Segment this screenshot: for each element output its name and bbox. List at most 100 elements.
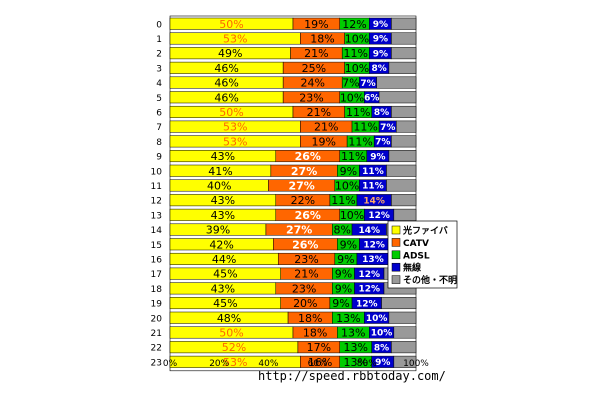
- data-label: 44%: [212, 253, 236, 266]
- data-label: 11%: [348, 135, 372, 148]
- data-label: 10%: [371, 329, 393, 339]
- data-label: 27%: [291, 165, 317, 178]
- data-label: 27%: [288, 179, 314, 192]
- data-label: 9%: [335, 268, 352, 281]
- data-label: 9%: [332, 297, 349, 310]
- data-label: 23%: [294, 253, 318, 266]
- bar-segment-4: [386, 164, 417, 177]
- data-label: 42%: [209, 238, 233, 251]
- data-label: 9%: [370, 152, 385, 162]
- bars-layer: [169, 15, 417, 372]
- legend-swatch: [391, 262, 401, 272]
- legend-swatch: [391, 250, 401, 260]
- data-label: 41%: [208, 165, 232, 178]
- category-label: 11: [151, 182, 162, 192]
- data-label: 9%: [373, 35, 388, 45]
- bar-segment-4: [388, 311, 417, 324]
- data-label: 13%: [362, 255, 384, 265]
- bar-segment-4: [393, 355, 417, 368]
- data-label: 12%: [368, 211, 390, 221]
- data-label: 23%: [299, 91, 323, 104]
- data-label: 18%: [303, 326, 327, 339]
- bar-segment-4: [393, 208, 417, 221]
- category-label: 9: [156, 153, 162, 163]
- data-label: 52%: [222, 341, 246, 354]
- category-label: 0: [156, 20, 162, 30]
- category-label: 7: [156, 123, 162, 133]
- data-label: 19%: [304, 18, 328, 31]
- data-label: 27%: [286, 224, 312, 237]
- data-label: 9%: [335, 282, 352, 295]
- bar-segment-4: [391, 47, 417, 60]
- data-label: 18%: [310, 32, 334, 45]
- source-url: http://speed.rbbtoday.com/: [258, 369, 446, 383]
- data-label: 11%: [331, 194, 355, 207]
- data-label: 50%: [219, 326, 243, 339]
- legend-swatch: [391, 238, 401, 247]
- category-label: 18: [151, 285, 163, 295]
- data-label: 6%: [364, 93, 379, 103]
- legend-swatch: [391, 225, 401, 235]
- bar-segment-4: [393, 326, 417, 339]
- plot-frame: [169, 15, 417, 372]
- data-label: 26%: [292, 238, 318, 251]
- data-label: 11%: [346, 106, 370, 119]
- data-label: 10%: [345, 62, 369, 75]
- data-label: 21%: [304, 47, 328, 60]
- data-label: 12%: [358, 285, 380, 295]
- data-label: 14%: [358, 226, 380, 236]
- legend-label: ADSL: [403, 251, 430, 261]
- data-label: 9%: [337, 253, 354, 266]
- data-label: 13%: [341, 326, 365, 339]
- data-label: 53%: [223, 121, 247, 134]
- data-label: 25%: [302, 62, 326, 75]
- data-label: 20%: [293, 297, 317, 310]
- bar-segment-4: [391, 105, 417, 118]
- data-label: 43%: [211, 150, 235, 163]
- data-label: 8%: [374, 343, 389, 353]
- bar-segment-4: [391, 194, 417, 207]
- data-label: 21%: [294, 268, 318, 281]
- data-label: 43%: [211, 209, 235, 222]
- data-label: 22%: [291, 194, 315, 207]
- category-label: 19: [151, 300, 163, 310]
- data-label: 23%: [292, 282, 316, 295]
- data-label: 10%: [366, 314, 388, 324]
- data-label: 39%: [206, 224, 230, 237]
- data-labels-layer: 50% 19% 12% 9%53% 18% 10% 9%49% 21% 11% 9%46% 25% 1…: [206, 18, 396, 369]
- data-label: 19%: [312, 135, 336, 148]
- bar-segment-4: [388, 150, 417, 163]
- data-label: 53%: [223, 356, 247, 369]
- category-label: 14: [151, 226, 163, 236]
- data-label: 10%: [340, 209, 364, 222]
- data-label: 43%: [211, 282, 235, 295]
- legend-swatch: [391, 275, 401, 284]
- data-label: 46%: [214, 77, 238, 90]
- data-label: 7%: [360, 79, 375, 89]
- data-label: 24%: [300, 77, 324, 90]
- data-label: 12%: [363, 240, 385, 250]
- data-label: 13%: [344, 356, 368, 369]
- data-label: 11%: [353, 121, 377, 134]
- data-label: 21%: [314, 121, 338, 134]
- bar-segment-4: [386, 179, 417, 192]
- legend-label: CATV: [403, 239, 429, 249]
- bar-segment-4: [376, 76, 417, 89]
- data-label: 7%: [380, 123, 395, 133]
- bar-segment-4: [391, 135, 417, 148]
- data-label: 50%: [219, 106, 243, 119]
- bar-segment-4: [391, 341, 417, 354]
- category-label: 3: [156, 64, 162, 74]
- category-label: 6: [156, 108, 162, 118]
- category-label: 22: [151, 344, 162, 354]
- data-label: 10%: [345, 32, 369, 45]
- category-label: 23: [151, 358, 162, 368]
- data-label: 26%: [295, 209, 321, 222]
- x-tick-label: 80%: [357, 359, 377, 369]
- data-label: 10%: [335, 179, 359, 192]
- x-tick-label: 40%: [258, 359, 278, 369]
- data-label: 9%: [375, 358, 390, 368]
- data-label: 11%: [362, 167, 384, 177]
- category-label: 8: [156, 138, 162, 148]
